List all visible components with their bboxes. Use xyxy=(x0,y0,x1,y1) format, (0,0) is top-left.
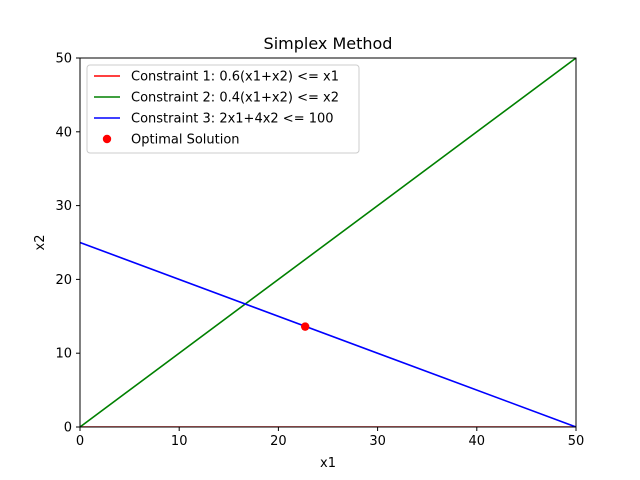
y-axis-ticks: 0 10 20 30 40 50 xyxy=(55,52,80,436)
legend-entry-label: Constraint 3: 2x1+4x2 <= 100 xyxy=(131,112,334,127)
y-tick-label: 20 xyxy=(55,273,72,288)
legend-box xyxy=(86,64,360,154)
legend-entry-label: Constraint 1: 0.6(x1+x2) <= x1 xyxy=(131,70,339,85)
legend-entry-label: Optimal Solution xyxy=(131,133,240,148)
y-tick-label: 30 xyxy=(55,199,72,214)
legend-swatch-point xyxy=(102,134,112,144)
x-tick-label: 20 xyxy=(270,434,287,449)
optimal-solution-point xyxy=(300,322,310,331)
y-tick-label: 40 xyxy=(55,125,72,140)
x-tick-label: 0 xyxy=(76,434,84,449)
x-axis-ticks: 0 10 20 30 40 50 xyxy=(76,427,584,449)
series-layer xyxy=(80,58,576,427)
chart-title: Simplex Method xyxy=(264,34,393,53)
legend: Constraint 1: 0.6(x1+x2) <= x1 Constraint… xyxy=(86,64,360,154)
y-axis-label: x2 xyxy=(33,235,48,251)
y-tick-label: 10 xyxy=(55,347,72,362)
y-tick-label: 50 xyxy=(55,52,72,67)
x-tick-label: 50 xyxy=(568,434,585,449)
x-tick-label: 40 xyxy=(469,434,486,449)
legend-entry-label: Constraint 2: 0.4(x1+x2) <= x2 xyxy=(131,91,339,106)
series-line-3 xyxy=(80,241,576,427)
series-line-2 xyxy=(80,58,576,427)
x-axis-label: x1 xyxy=(320,456,336,471)
x-tick-label: 10 xyxy=(171,434,188,449)
x-tick-label: 30 xyxy=(369,434,386,449)
plot-frame xyxy=(79,57,577,428)
y-tick-label: 0 xyxy=(64,421,72,436)
